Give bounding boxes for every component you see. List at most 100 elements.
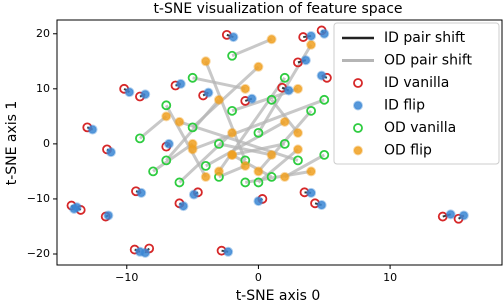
legend-label: OD pair shift — [384, 53, 473, 69]
point — [458, 210, 469, 221]
point — [178, 201, 189, 212]
point — [188, 189, 199, 200]
legend-box — [333, 22, 500, 165]
pair-shift-line — [231, 153, 273, 179]
pair-shift-line — [231, 142, 286, 157]
pair-shift-line — [138, 115, 168, 140]
point — [253, 61, 264, 72]
legend-label: OD flip — [384, 143, 432, 159]
point — [253, 177, 264, 188]
point — [298, 32, 309, 42]
point — [227, 127, 238, 138]
point — [140, 89, 151, 100]
point — [319, 94, 330, 105]
point — [213, 94, 224, 105]
point — [279, 171, 290, 182]
point — [445, 209, 456, 220]
plot-area — [66, 25, 469, 258]
point — [174, 116, 185, 127]
point — [279, 138, 290, 149]
point — [283, 85, 294, 96]
point — [227, 50, 238, 61]
point — [103, 210, 114, 221]
point — [266, 94, 277, 105]
point — [316, 70, 327, 81]
legend-marker — [353, 123, 363, 133]
point — [306, 39, 317, 50]
point — [124, 87, 135, 98]
point — [306, 30, 317, 41]
legend-marker — [353, 100, 363, 111]
y-axis-label: t-SNE axis 1 — [4, 101, 20, 186]
point — [71, 202, 82, 213]
point — [140, 247, 151, 258]
point — [300, 55, 311, 66]
axes-frame — [56, 19, 503, 266]
point — [187, 122, 198, 133]
point — [266, 172, 277, 182]
point — [136, 187, 147, 198]
y-tick-label: −10 — [27, 192, 50, 205]
point — [253, 196, 264, 207]
point — [279, 116, 290, 127]
x-axis-label: t-SNE axis 0 — [236, 288, 321, 304]
point — [279, 72, 290, 83]
point — [253, 166, 264, 177]
legend-marker — [353, 78, 363, 88]
point — [135, 133, 145, 144]
point — [293, 57, 303, 68]
point — [316, 199, 327, 210]
pair-shift-line — [257, 148, 299, 184]
point — [213, 166, 224, 177]
point — [240, 177, 251, 188]
legend-label: ID flip — [384, 98, 425, 114]
point — [306, 166, 317, 177]
x-tick-label: −10 — [115, 271, 138, 284]
point — [253, 127, 264, 138]
point — [105, 147, 116, 158]
point — [87, 124, 98, 135]
point — [240, 160, 251, 171]
point — [292, 127, 303, 138]
point — [174, 177, 185, 188]
legend-label: OD vanilla — [384, 120, 456, 136]
point — [214, 138, 224, 149]
point — [292, 144, 303, 155]
point — [187, 72, 198, 83]
point — [148, 166, 159, 177]
pair-shift-line — [191, 65, 260, 129]
y-tick-label: 20 — [36, 27, 50, 40]
point — [306, 105, 316, 116]
point — [175, 78, 186, 89]
point — [266, 149, 277, 160]
point — [203, 87, 214, 98]
legend-label: ID pair shift — [384, 30, 466, 46]
pair-shift-line — [192, 98, 325, 151]
point — [246, 93, 257, 104]
point — [227, 149, 238, 160]
pair-shift-line — [231, 37, 273, 58]
pair-shift-line — [218, 142, 272, 157]
pair-shift-line — [178, 131, 234, 184]
point — [266, 34, 277, 45]
point — [319, 28, 330, 39]
pair-shift-line — [164, 104, 208, 178]
pair-shift-line — [270, 98, 300, 134]
y-tick-label: 10 — [36, 82, 50, 95]
point — [223, 246, 234, 257]
point — [163, 138, 174, 149]
point — [187, 144, 198, 155]
x-tick-label: 0 — [255, 271, 262, 284]
point — [227, 105, 238, 116]
point — [437, 211, 448, 222]
legend: ID pair shift OD pair shift ID vanilla ID f… — [333, 22, 500, 165]
pair-shift-line — [178, 120, 299, 162]
point — [319, 149, 330, 160]
point — [200, 160, 211, 171]
point — [161, 100, 172, 111]
y-tick-label: −20 — [27, 247, 50, 260]
point — [306, 187, 317, 198]
point — [200, 56, 211, 67]
pair-shift-line — [245, 169, 312, 184]
